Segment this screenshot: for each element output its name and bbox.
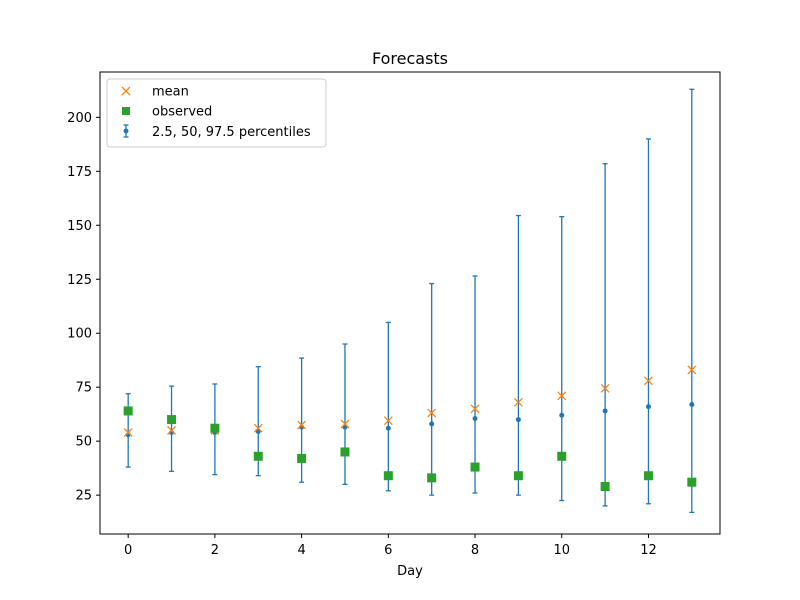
observed-point: [210, 423, 220, 433]
mean-point: [557, 391, 567, 401]
mean-point: [123, 428, 133, 437]
percentile-errorbar: [645, 138, 651, 505]
percentile-errorbar: [429, 282, 435, 496]
x-tick-label: 12: [640, 543, 657, 558]
x-tick-label: 2: [211, 543, 219, 558]
mean-marker-stroke: [297, 420, 307, 430]
observed-point: [383, 471, 393, 481]
x-tick-label: 6: [384, 543, 392, 558]
percentile-errorbar: [472, 275, 478, 494]
legend-label-percentiles: 2.5, 50, 97.5 percentiles: [152, 125, 311, 140]
observed-point: [513, 471, 523, 481]
observed-point: [340, 447, 350, 457]
mean-marker-stroke: [600, 383, 610, 393]
mean-point: [383, 416, 393, 426]
median-point: [515, 417, 521, 423]
x-tick-label: 8: [471, 543, 479, 558]
median-point: [559, 412, 565, 418]
observed-point: [253, 451, 263, 461]
percentile-errorbar: [602, 163, 608, 507]
median-point: [385, 425, 391, 431]
y-tick-label: 150: [67, 219, 92, 234]
mean-marker-stroke: [470, 404, 480, 414]
median-point: [429, 421, 435, 427]
observed-point: [297, 453, 307, 463]
mean-point: [644, 376, 653, 386]
legend-marker-percentiles: [123, 124, 129, 138]
mean-point: [513, 397, 523, 407]
chart-title: Forecasts: [372, 49, 448, 68]
legend-label-observed: observed: [152, 105, 212, 120]
mean-marker-stroke: [557, 391, 567, 401]
observed-point: [557, 451, 567, 461]
mean-point: [297, 420, 307, 430]
y-axis-ticks: 25 50 75 100 125 150 175 200: [67, 111, 100, 504]
mean-marker-stroke: [340, 419, 350, 429]
y-tick-label: 125: [67, 273, 92, 288]
observed-point: [600, 482, 610, 492]
legend-label-mean: mean: [152, 85, 189, 100]
mean-point: [427, 408, 437, 418]
percentile-errorbar: [299, 357, 305, 483]
median-point: [602, 408, 608, 414]
percentile-errorbar: [385, 321, 391, 492]
mean-marker-stroke: [644, 376, 653, 386]
mean-marker-stroke: [383, 416, 393, 426]
legend-frame: [106, 78, 327, 148]
median-point: [472, 416, 478, 421]
x-tick-label: 10: [553, 543, 570, 558]
mean-marker-stroke: [513, 397, 523, 407]
legend-marker-observed: [122, 107, 130, 115]
mean-marker-stroke: [427, 408, 437, 418]
observed-point: [687, 477, 697, 487]
y-tick-label: 200: [67, 111, 92, 126]
y-tick-label: 25: [75, 489, 92, 504]
mean-marker-stroke: [123, 428, 133, 437]
mean-point: [253, 423, 263, 433]
x-tick-label: 0: [124, 543, 132, 558]
y-tick-label: 100: [67, 327, 92, 342]
percentile-errorbar: [689, 88, 695, 514]
x-tick-label: 4: [297, 543, 305, 558]
observed-point: [427, 473, 437, 483]
y-tick-label: 75: [75, 381, 92, 396]
observed-point: [643, 471, 653, 481]
mean-point: [167, 425, 176, 435]
axes-frame: [99, 71, 721, 535]
observed-point: [470, 462, 480, 472]
median-point: [645, 404, 651, 410]
mean-point: [470, 404, 480, 414]
mean-marker-stroke: [167, 425, 176, 435]
mean-point: [600, 383, 610, 393]
plot-area: [123, 88, 697, 514]
percentile-errorbar: [342, 343, 348, 485]
y-tick-label: 175: [67, 165, 92, 180]
percentile-errorbar: [515, 214, 521, 496]
x-axis-ticks: 0 2 4 6 8 10 12: [124, 534, 657, 558]
mean-point: [687, 365, 697, 375]
x-axis-label: Day: [397, 564, 423, 579]
median-point: [689, 401, 695, 407]
mean-marker-stroke: [253, 423, 263, 433]
observed-point: [167, 415, 177, 425]
y-tick-label: 50: [75, 435, 92, 450]
mean-point: [340, 419, 350, 429]
mean-marker-stroke: [687, 365, 697, 375]
legend: mean observed 2.5, 50, 97.5 percentiles: [106, 78, 327, 148]
observed-point: [123, 406, 133, 416]
legend-marker-mean: [121, 86, 131, 96]
